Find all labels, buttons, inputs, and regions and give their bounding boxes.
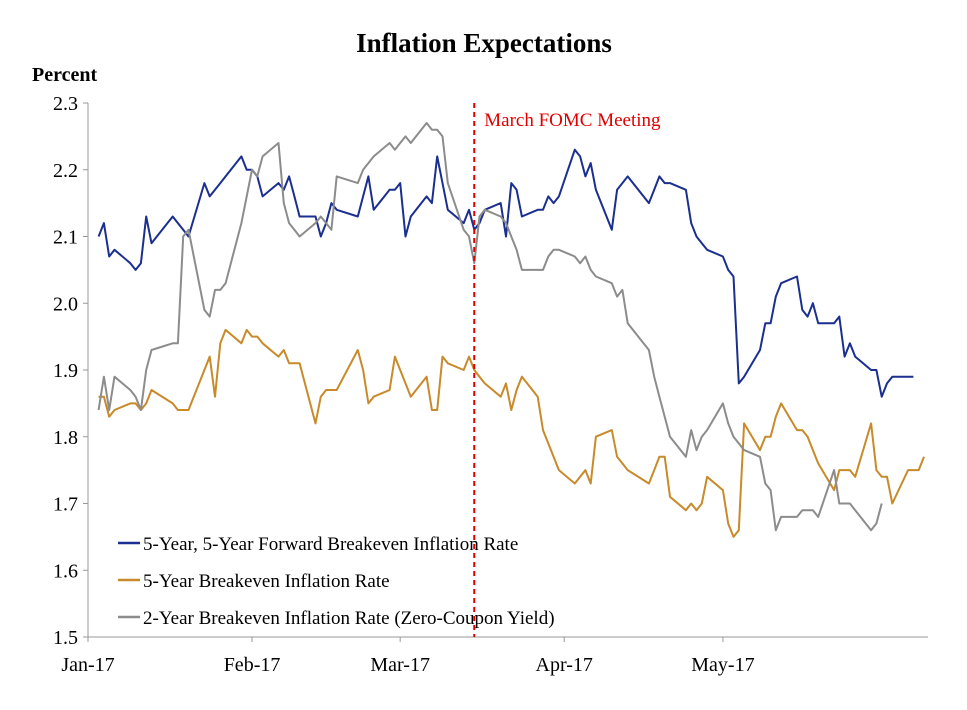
x-tick-label: May-17 xyxy=(691,654,754,676)
legend-label-3: 2-Year Breakeven Inflation Rate (Zero-Co… xyxy=(143,608,555,629)
y-tick-label: 1.6 xyxy=(53,560,78,582)
series-line-2 xyxy=(98,328,925,538)
annotations: March FOMC Meeting xyxy=(473,103,661,637)
fomc-meeting-label: March FOMC Meeting xyxy=(484,110,661,131)
y-axis-title: Percent xyxy=(32,64,97,86)
legend-label-2: 5-Year Breakeven Inflation Rate xyxy=(143,571,390,592)
y-tick-label: 1.9 xyxy=(53,360,78,382)
series-line-3 xyxy=(97,122,883,532)
axis-ticks: 1.5 1.6 1.7 1.8 1.9 2.0 2.1 2.2 2.3 Jan-17 Feb-17 M… xyxy=(53,93,755,676)
y-tick-label: 2.2 xyxy=(53,160,78,182)
series-lines xyxy=(97,122,925,538)
y-tick-label: 2.0 xyxy=(53,293,78,315)
x-tick-label: Feb-17 xyxy=(224,654,281,676)
chart-title: Inflation Expectations xyxy=(356,28,612,58)
x-tick-label: Apr-17 xyxy=(536,654,593,676)
y-tick-label: 2.3 xyxy=(53,93,78,115)
y-tick-label: 2.1 xyxy=(53,227,78,249)
series-line-1 xyxy=(97,148,914,398)
y-tick-label: 1.7 xyxy=(53,494,78,516)
y-tick-label: 1.8 xyxy=(53,427,78,449)
axes xyxy=(87,103,928,638)
y-tick-label: 1.5 xyxy=(53,627,78,649)
legend-label-1: 5-Year, 5-Year Forward Breakeven Inflati… xyxy=(143,534,518,555)
x-tick-label: Mar-17 xyxy=(370,654,430,676)
x-tick-label: Jan-17 xyxy=(61,654,114,676)
legend: 5-Year, 5-Year Forward Breakeven Inflati… xyxy=(118,534,555,629)
